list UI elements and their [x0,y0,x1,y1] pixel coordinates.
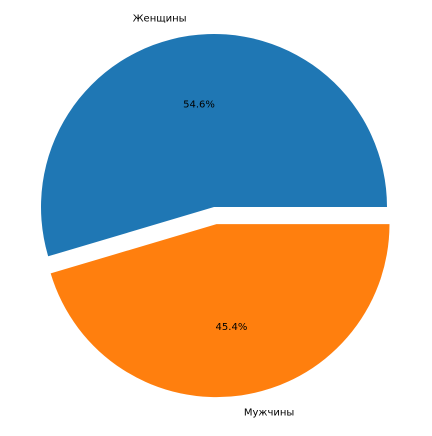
slice-percent-label-1: 54.6% [183,99,215,110]
slices-layer [40,34,390,398]
slice-label-1: Женщины [133,14,187,25]
pie-slice-2 [50,224,390,398]
labels-layer: Женщины 54.6% Мужчины 45.4% [133,14,295,419]
slice-percent-label-2: 45.4% [216,322,248,333]
pie-slice-1 [40,34,387,257]
slice-label-2: Мужчины [244,407,294,418]
